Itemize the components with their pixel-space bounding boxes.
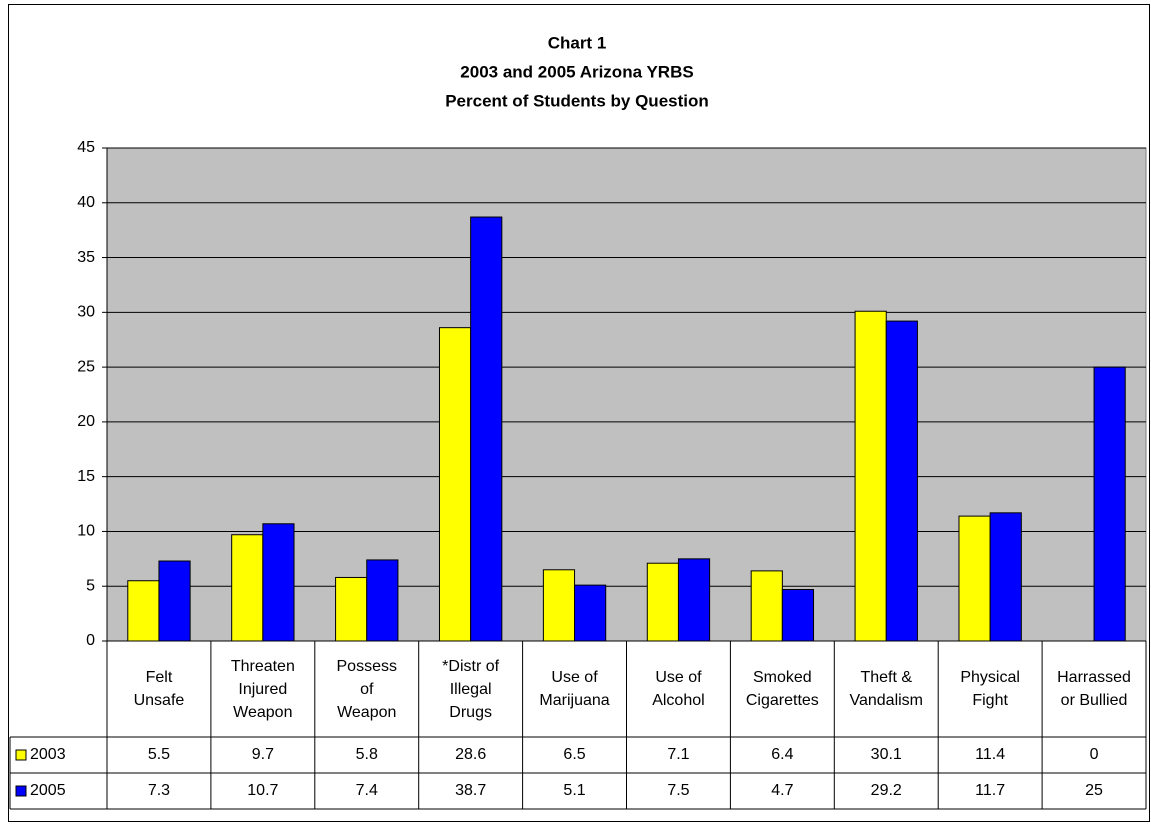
bar	[646, 562, 679, 642]
y-tick-label: 30	[77, 304, 95, 321]
x-tick-label: Smoked Cigarettes	[745, 669, 819, 709]
table-value: 5.5	[148, 746, 170, 763]
y-tick-label: 40	[77, 194, 95, 211]
table-value: 7.5	[667, 782, 689, 799]
x-tick-label: Felt Unsafe	[133, 669, 185, 709]
legend-label: 2005	[30, 782, 66, 799]
bar	[854, 310, 887, 642]
table-value: 7.3	[148, 782, 170, 799]
table-value: 7.1	[667, 746, 689, 763]
y-tick-label: 45	[77, 139, 95, 156]
table-value: 5.1	[563, 782, 585, 799]
bar	[750, 570, 783, 642]
table-value: 28.6	[455, 746, 486, 763]
x-tick-label: Harrassed or Bullied	[1057, 669, 1131, 709]
x-tick-label: Use of Alcohol	[652, 669, 705, 709]
x-tick-label: *Distr of Illegal Drugs	[442, 657, 500, 721]
bar	[781, 589, 815, 642]
chart-title: Chart 1	[548, 33, 607, 52]
y-tick-label: 5	[86, 577, 95, 594]
bar	[574, 584, 607, 642]
table-value: 38.7	[455, 782, 486, 799]
bar	[958, 515, 991, 642]
table-value: 4.7	[771, 782, 793, 799]
x-tick-label: Theft & Vandalism	[849, 669, 923, 709]
legend-key	[15, 785, 27, 797]
bar	[885, 320, 918, 642]
bar	[989, 512, 1022, 642]
y-tick-label: 0	[86, 632, 95, 649]
bar	[1093, 366, 1126, 642]
bar	[262, 523, 295, 642]
chart-title: 2003 and 2005 Arizona YRBS	[460, 62, 693, 81]
bar	[158, 560, 191, 642]
x-tick-label: Use of Marijuana	[539, 669, 610, 709]
y-tick-label: 25	[77, 358, 95, 375]
table-value: 11.4	[975, 746, 1005, 763]
y-tick-label: 20	[77, 413, 95, 430]
table-value: 10.7	[247, 782, 278, 799]
bar	[231, 534, 264, 642]
bar	[542, 569, 576, 642]
legend-label: 2003	[30, 746, 66, 763]
x-tick-label: Threaten Injured Weapon	[230, 657, 295, 721]
table-value: 0	[1090, 746, 1099, 763]
table-value: 7.4	[356, 782, 378, 799]
chart-title: Percent of Students by Question	[445, 91, 709, 110]
y-tick-label: 10	[77, 523, 95, 540]
table-value: 6.5	[563, 746, 585, 763]
x-tick-label: Physical Fight	[960, 669, 1020, 709]
bar	[335, 576, 368, 642]
table-value: 6.4	[771, 746, 793, 763]
legend-key	[15, 749, 27, 761]
table-value: 30.1	[871, 746, 902, 763]
table-value: 29.2	[871, 782, 902, 799]
bar	[438, 327, 472, 642]
y-tick-label: 15	[77, 468, 95, 485]
bar	[127, 580, 160, 642]
table-value: 5.8	[356, 746, 378, 763]
bar	[470, 216, 503, 642]
table-value: 11.7	[975, 782, 1005, 799]
bar	[366, 559, 399, 642]
table-value: 25	[1085, 782, 1103, 799]
y-tick-label: 35	[77, 249, 95, 266]
x-tick-label: Possess of Weapon	[336, 657, 397, 721]
bar	[677, 558, 711, 642]
table-value: 9.7	[252, 746, 274, 763]
